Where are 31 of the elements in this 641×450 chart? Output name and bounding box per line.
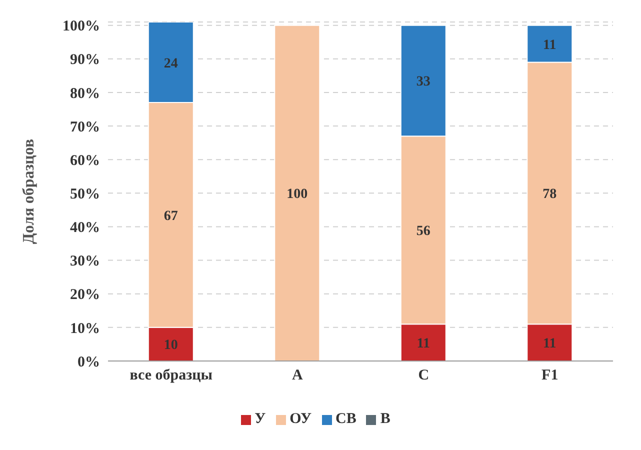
y-tick-label: 20% — [70, 287, 100, 304]
data-label: 11 — [416, 336, 430, 352]
y-tick-label: 60% — [70, 152, 100, 169]
data-label: 11 — [543, 336, 556, 352]
x-tick-label: F1 — [542, 368, 558, 384]
data-label: 100 — [286, 187, 308, 202]
x-tick-label: A — [292, 368, 303, 384]
data-label: 33 — [416, 74, 430, 90]
legend-label: В — [380, 411, 390, 427]
y-tick-label: 100% — [62, 18, 100, 35]
y-tick-label: 90% — [70, 52, 100, 68]
data-label: 24 — [164, 56, 178, 72]
legend-label: ОУ — [290, 411, 312, 427]
legend-label: СВ — [336, 411, 356, 427]
y-tick-label: 40% — [70, 220, 100, 236]
y-tick-label: 10% — [70, 320, 100, 337]
x-tick-label: C — [418, 368, 430, 384]
data-label: 78 — [542, 187, 557, 202]
y-tick-label: 80% — [70, 86, 100, 102]
data-label: 56 — [416, 224, 430, 240]
y-tick-label: 70% — [70, 119, 100, 136]
data-label: 10 — [164, 338, 178, 354]
data-label: 11 — [543, 38, 556, 53]
bar — [274, 24, 320, 361]
y-tick-label: 50% — [70, 186, 100, 203]
data-label: 67 — [164, 208, 178, 224]
y-axis-title: Доля образцов — [20, 138, 38, 244]
x-tick-label: все образцы — [130, 368, 213, 384]
legend-label: У — [254, 411, 266, 427]
y-tick-label: 0% — [78, 354, 100, 370]
y-tick-label: 30% — [70, 254, 100, 270]
